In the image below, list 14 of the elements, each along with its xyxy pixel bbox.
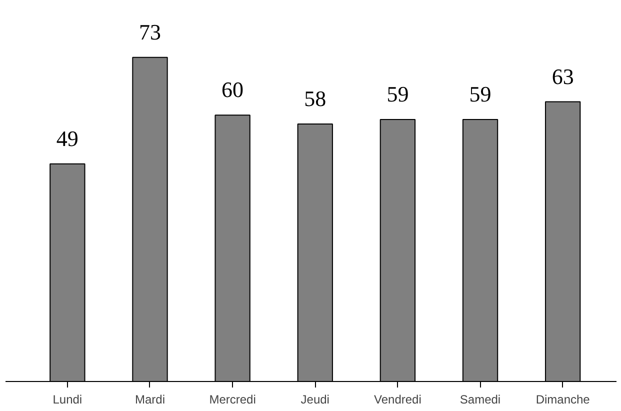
x-tick-label: Lundi [52,392,82,406]
data-label: 60 [222,77,244,102]
x-tick-label: Dimanche [536,392,590,406]
data-label: 49 [56,126,78,151]
x-tick-label: Mercredi [209,392,256,406]
data-label: 58 [304,86,326,111]
data-label: 63 [552,64,574,89]
x-tick-label: Vendredi [374,392,422,406]
x-tick-label: Jeudi [300,392,330,406]
x-tick-label: Samedi [460,392,501,406]
data-label: 59 [386,82,409,107]
data-label: 59 [469,82,492,107]
x-tick-label: Mardi [134,392,166,406]
data-label: 73 [138,19,161,44]
